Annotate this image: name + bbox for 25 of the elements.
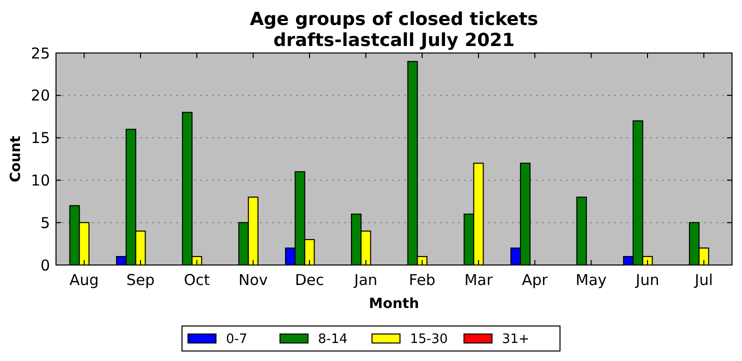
x-tick-label: Jul: [694, 271, 713, 289]
legend-label: 0-7: [226, 332, 248, 348]
x-tick-label: Aug: [70, 271, 99, 289]
x-tick-label: Apr: [522, 271, 549, 289]
y-tick-label: 20: [30, 86, 50, 105]
legend-label: 8-14: [318, 332, 348, 348]
legend-label: 15-30: [410, 332, 448, 348]
x-tick-label: Sep: [126, 271, 155, 289]
chart-title: Age groups of closed tickets drafts-lastcall July 2021: [250, 9, 538, 51]
x-tick-label: May: [576, 271, 607, 289]
y-axis-title: Count: [8, 135, 24, 182]
y-tick-label: 0: [40, 256, 50, 274]
x-tick-label: Feb: [408, 271, 436, 289]
y-tick-label: 5: [40, 214, 50, 232]
y-tick-label: 25: [30, 44, 50, 62]
x-tick-label: Jun: [634, 271, 660, 289]
y-tick-label: 10: [30, 171, 50, 190]
x-tick-label: Nov: [238, 271, 268, 289]
x-axis-title: Month: [368, 296, 420, 312]
x-tick-label: Oct: [184, 271, 210, 289]
x-tick-label: Jan: [353, 271, 378, 289]
legend-label: 31+: [502, 332, 530, 348]
x-tick-label: Dec: [294, 271, 324, 289]
y-tick-label: 15: [30, 129, 50, 148]
x-tick-label: Mar: [464, 271, 494, 289]
